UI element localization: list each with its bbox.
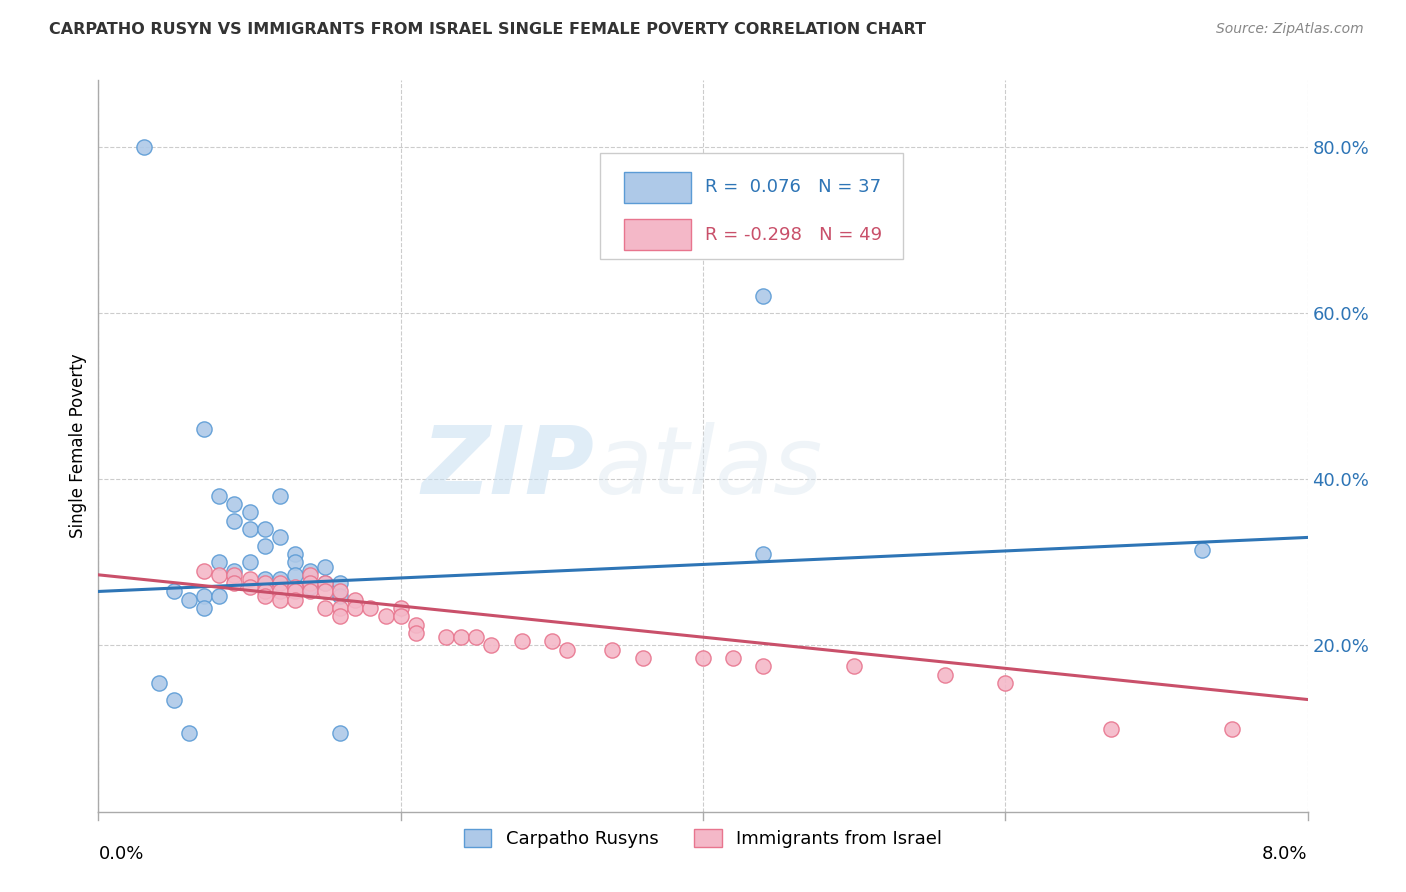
Point	[314, 584, 336, 599]
Point	[1099, 722, 1122, 736]
Point	[314, 576, 336, 591]
Point	[752, 289, 775, 303]
Point	[405, 617, 427, 632]
Point	[481, 639, 503, 653]
Point	[253, 522, 276, 536]
Point	[253, 539, 276, 553]
Point	[405, 626, 427, 640]
Point	[208, 555, 231, 569]
Point	[329, 609, 352, 624]
Point	[239, 580, 262, 594]
Point	[631, 651, 654, 665]
Point	[148, 676, 170, 690]
Text: atlas: atlas	[595, 423, 823, 514]
Point	[224, 576, 246, 591]
Point	[224, 564, 246, 578]
Point	[329, 584, 352, 599]
Point	[179, 725, 201, 739]
Point	[752, 547, 775, 561]
Point	[540, 634, 562, 648]
Point	[450, 630, 472, 644]
Point	[193, 601, 215, 615]
Point	[253, 584, 276, 599]
Point	[284, 580, 307, 594]
Point	[723, 651, 745, 665]
Point	[602, 642, 624, 657]
Y-axis label: Single Female Poverty: Single Female Poverty	[69, 354, 87, 538]
Text: R = -0.298   N = 49: R = -0.298 N = 49	[706, 226, 883, 244]
Bar	[624, 219, 690, 250]
Text: Source: ZipAtlas.com: Source: ZipAtlas.com	[1216, 22, 1364, 37]
Bar	[624, 172, 690, 202]
Point	[253, 572, 276, 586]
Point	[329, 576, 352, 591]
Point	[269, 572, 291, 586]
Point	[555, 642, 578, 657]
Point	[239, 522, 262, 536]
Point	[994, 676, 1017, 690]
Point	[299, 567, 322, 582]
Text: 8.0%: 8.0%	[1263, 845, 1308, 863]
Text: 0.0%: 0.0%	[98, 845, 143, 863]
Point	[434, 630, 457, 644]
Point	[314, 576, 336, 591]
Point	[163, 692, 186, 706]
Point	[299, 584, 322, 599]
Point	[269, 576, 291, 591]
Text: CARPATHO RUSYN VS IMMIGRANTS FROM ISRAEL SINGLE FEMALE POVERTY CORRELATION CHART: CARPATHO RUSYN VS IMMIGRANTS FROM ISRAEL…	[49, 22, 927, 37]
Point	[239, 572, 262, 586]
Point	[692, 651, 714, 665]
Point	[1191, 542, 1213, 557]
Point	[284, 567, 307, 582]
Point	[934, 667, 956, 681]
Point	[329, 725, 352, 739]
Point	[284, 584, 307, 599]
Point	[314, 601, 336, 615]
Point	[344, 601, 367, 615]
Point	[329, 589, 352, 603]
Point	[314, 559, 336, 574]
Legend: Carpatho Rusyns, Immigrants from Israel: Carpatho Rusyns, Immigrants from Israel	[457, 822, 949, 855]
FancyBboxPatch shape	[600, 153, 903, 260]
Point	[284, 547, 307, 561]
Point	[193, 564, 215, 578]
Point	[465, 630, 488, 644]
Point	[208, 567, 231, 582]
Point	[299, 576, 322, 591]
Point	[284, 592, 307, 607]
Point	[224, 497, 246, 511]
Point	[269, 584, 291, 599]
Point	[344, 592, 367, 607]
Point	[374, 609, 396, 624]
Point	[179, 592, 201, 607]
Point	[360, 601, 382, 615]
Point	[329, 601, 352, 615]
Point	[269, 530, 291, 544]
Point	[510, 634, 533, 648]
Text: ZIP: ZIP	[422, 422, 595, 514]
Point	[284, 555, 307, 569]
Point	[389, 601, 412, 615]
Point	[253, 589, 276, 603]
Point	[752, 659, 775, 673]
Point	[132, 140, 155, 154]
Point	[1220, 722, 1243, 736]
Point	[299, 580, 322, 594]
Point	[208, 589, 231, 603]
Point	[224, 567, 246, 582]
Point	[269, 489, 291, 503]
Point	[844, 659, 866, 673]
Point	[224, 514, 246, 528]
Point	[269, 592, 291, 607]
Point	[163, 584, 186, 599]
Point	[239, 555, 262, 569]
Point	[208, 489, 231, 503]
Text: R =  0.076   N = 37: R = 0.076 N = 37	[706, 178, 882, 196]
Point	[253, 576, 276, 591]
Point	[193, 589, 215, 603]
Point	[389, 609, 412, 624]
Point	[239, 506, 262, 520]
Point	[193, 422, 215, 436]
Point	[299, 564, 322, 578]
